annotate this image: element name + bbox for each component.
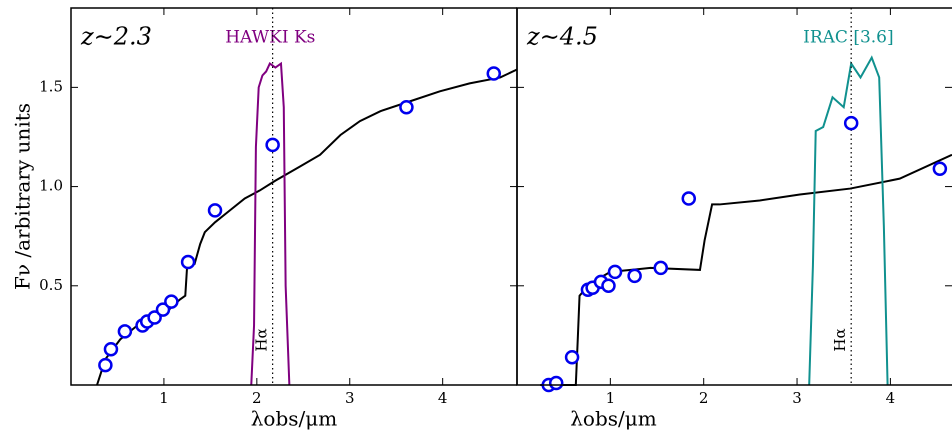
x-tick-label: 2 [252,389,262,407]
data-point [98,357,113,373]
data-point [155,302,171,317]
y-tick-label: 0.5 [39,276,63,294]
filter-label: IRAC [3.6] [803,28,894,48]
data-point [681,191,697,206]
data-point [653,260,669,276]
series-line [250,61,291,386]
x-tick-label: 3 [345,389,355,407]
y-axis-label: Fν /arbitrary units [11,103,35,290]
series-line [808,55,889,386]
data-point [265,137,280,153]
axes-frame [516,7,952,386]
x-tick-label: 3 [792,389,802,407]
data-point [103,342,119,357]
panel-title: z∼2.3 [80,23,152,51]
data-point [180,254,196,270]
x-tick-label: 2 [699,389,709,407]
data-point [627,268,642,284]
x-tick-label: 1 [606,389,616,407]
series-line [540,153,952,386]
data-point [601,278,616,294]
filter-label: HAWKI Ks [225,28,315,48]
data-point [164,294,179,309]
data-point [486,66,502,81]
data-point [932,161,948,176]
data-point [548,375,564,391]
data-point [207,203,223,218]
data-point [147,310,162,325]
data-point [607,264,623,280]
x-axis-label: λobs/μm [570,407,657,431]
data-point [843,115,859,131]
annotation-label: Hα [831,328,849,351]
data-point [117,324,133,339]
data-point [399,99,414,115]
x-tick-label: 4 [886,389,896,407]
series-line [96,68,518,386]
data-point [564,349,580,365]
annotation-label: Hα [253,328,271,351]
x-axis-label: λobs/μm [251,407,338,431]
x-tick-label: 1 [159,389,169,407]
x-tick-label: 4 [438,389,448,407]
y-tick-label: 1.0 [39,177,63,195]
panel-title: z∼4.5 [526,23,598,51]
y-tick-label: 1.5 [39,77,63,95]
